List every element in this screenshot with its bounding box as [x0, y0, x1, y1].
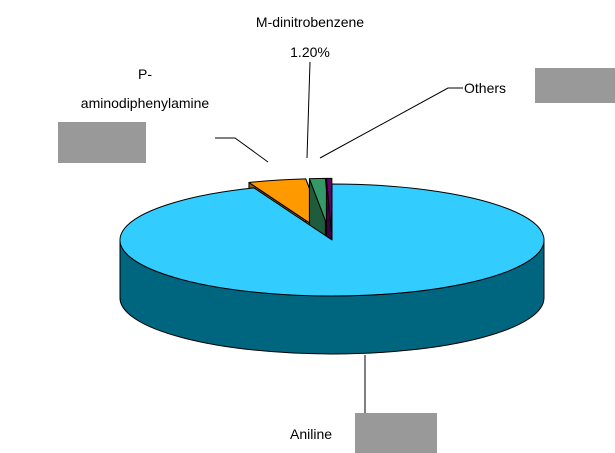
redaction-box — [535, 68, 615, 103]
slice — [325, 177, 333, 235]
leader-line — [319, 87, 463, 159]
slice-label: Aniline — [290, 426, 333, 442]
slice-label: M-dinitrobenzene — [255, 14, 365, 30]
slice-label: Others — [464, 80, 507, 96]
redaction-box — [58, 122, 146, 163]
slice-label: P-aminodiphenylamine — [60, 60, 230, 118]
redaction-box — [355, 413, 437, 453]
slice — [308, 177, 332, 235]
slice — [119, 183, 545, 297]
slice — [248, 178, 328, 236]
leader-line — [306, 61, 311, 159]
slice-value-label: 1.20% — [290, 44, 330, 60]
slice-label-text: P-aminodiphenylamine — [80, 66, 210, 111]
leader-line — [215, 137, 269, 163]
